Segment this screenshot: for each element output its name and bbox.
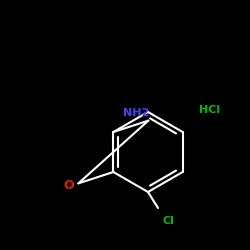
Text: NH2: NH2 [123, 108, 150, 118]
Text: HCl: HCl [200, 105, 220, 115]
Text: O: O [63, 179, 74, 192]
Text: Cl: Cl [162, 216, 174, 226]
